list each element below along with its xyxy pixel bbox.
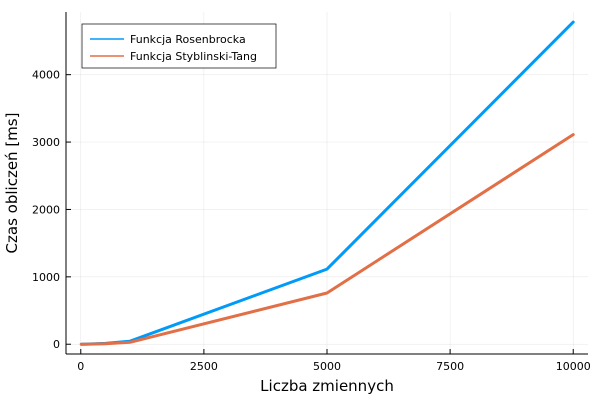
series-line-1 <box>79 133 575 346</box>
legend-box <box>81 23 277 69</box>
series-lines <box>79 20 575 346</box>
y-ticks: 0 1000 2000 3000 4000 <box>32 69 71 351</box>
y-axis-title: Czas obliczeń [ms] <box>3 113 21 254</box>
legend-label-styblinski-tang: Funkcja Styblinski-Tang <box>130 50 257 63</box>
y-tick-label: 1000 <box>32 271 60 284</box>
legend: Funkcja Rosenbrocka Funkcja Styblinski-T… <box>81 23 277 69</box>
x-tick-label: 0 <box>77 360 84 373</box>
x-tick-label: 5000 <box>313 360 341 373</box>
x-tick-label: 7500 <box>436 360 464 373</box>
grid <box>66 12 588 354</box>
x-axis-title: Liczba zmiennych <box>260 377 394 395</box>
y-tick-label: 2000 <box>32 203 60 216</box>
x-tick-label: 10000 <box>556 360 591 373</box>
x-tick-label: 2500 <box>190 360 218 373</box>
y-tick-label: 3000 <box>32 136 60 149</box>
x-ticks: 0 2500 5000 7500 10000 <box>77 349 591 373</box>
y-tick-label: 4000 <box>32 69 60 82</box>
legend-label-rosenbrock: Funkcja Rosenbrocka <box>130 33 246 46</box>
y-tick-label: 0 <box>53 338 60 351</box>
